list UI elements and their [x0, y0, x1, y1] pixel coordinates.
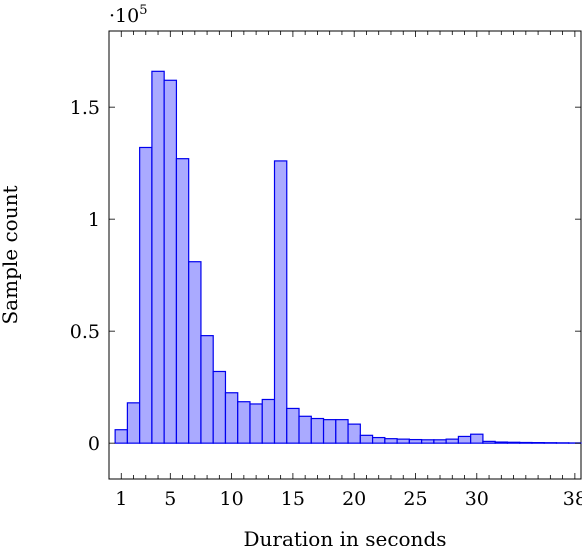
bar-25 — [408, 438, 423, 444]
bar-2 — [126, 402, 141, 444]
bar-9 — [212, 370, 227, 444]
bar-26 — [421, 439, 435, 444]
bar-24 — [396, 438, 410, 444]
bar-19 — [335, 419, 349, 444]
y-axis-ticks: 0 0.5 1 1.5 — [70, 97, 581, 455]
x-tick-label-15: 15 — [281, 488, 305, 510]
bar-11 — [237, 401, 251, 444]
x-axis-ticks: 1 5 10 15 20 25 30 38 — [115, 31, 582, 510]
plot-area-frame — [108, 30, 582, 480]
bar-1 — [114, 429, 128, 444]
bar-5 — [163, 79, 178, 444]
bar-28 — [445, 438, 460, 444]
bars-group — [114, 70, 582, 444]
bar-21 — [359, 434, 374, 444]
x-axis-title: Duration in seconds — [243, 527, 446, 546]
bar-23 — [384, 438, 398, 444]
bar-13 — [261, 398, 276, 444]
bar-12 — [249, 403, 263, 444]
bar-4 — [151, 70, 165, 444]
x-tick-label-25: 25 — [403, 488, 427, 510]
y-tick-label-1: 1 — [88, 209, 100, 231]
bar-30 — [470, 433, 484, 444]
bar-3 — [139, 146, 153, 444]
bar-29 — [457, 435, 472, 444]
x-tick-label-38: 38 — [563, 488, 582, 510]
bar-31 — [482, 440, 496, 444]
bar-15 — [286, 407, 300, 444]
x-tick-label-20: 20 — [342, 488, 366, 510]
bar-22 — [371, 436, 386, 444]
bar-10 — [224, 392, 239, 444]
y-axis-title: Sample count — [0, 185, 22, 324]
bar-35 — [531, 442, 545, 444]
bar-34 — [519, 441, 533, 444]
bar-7 — [188, 261, 202, 444]
y-axis-multiplier-base: ·10 — [109, 5, 139, 27]
bar-18 — [322, 419, 337, 444]
bar-14 — [273, 160, 288, 444]
bar-6 — [175, 158, 190, 444]
y-axis-multiplier-exponent: 5 — [139, 3, 147, 18]
x-tick-label-10: 10 — [220, 488, 244, 510]
bar-17 — [310, 417, 325, 444]
bar-20 — [347, 423, 361, 444]
x-tick-label-1: 1 — [115, 488, 127, 510]
y-tick-label-0: 0 — [88, 433, 100, 455]
bar-27 — [433, 439, 447, 444]
y-axis-multiplier: ·105 — [109, 3, 148, 27]
bar-16 — [298, 415, 312, 444]
bar-33 — [506, 441, 521, 444]
x-tick-label-30: 30 — [465, 488, 489, 510]
x-tick-label-5: 5 — [164, 488, 176, 510]
bar-8 — [200, 335, 214, 444]
y-tick-label-1.5: 1.5 — [70, 97, 100, 119]
bar-32 — [494, 441, 509, 444]
y-tick-label-0.5: 0.5 — [70, 321, 100, 343]
